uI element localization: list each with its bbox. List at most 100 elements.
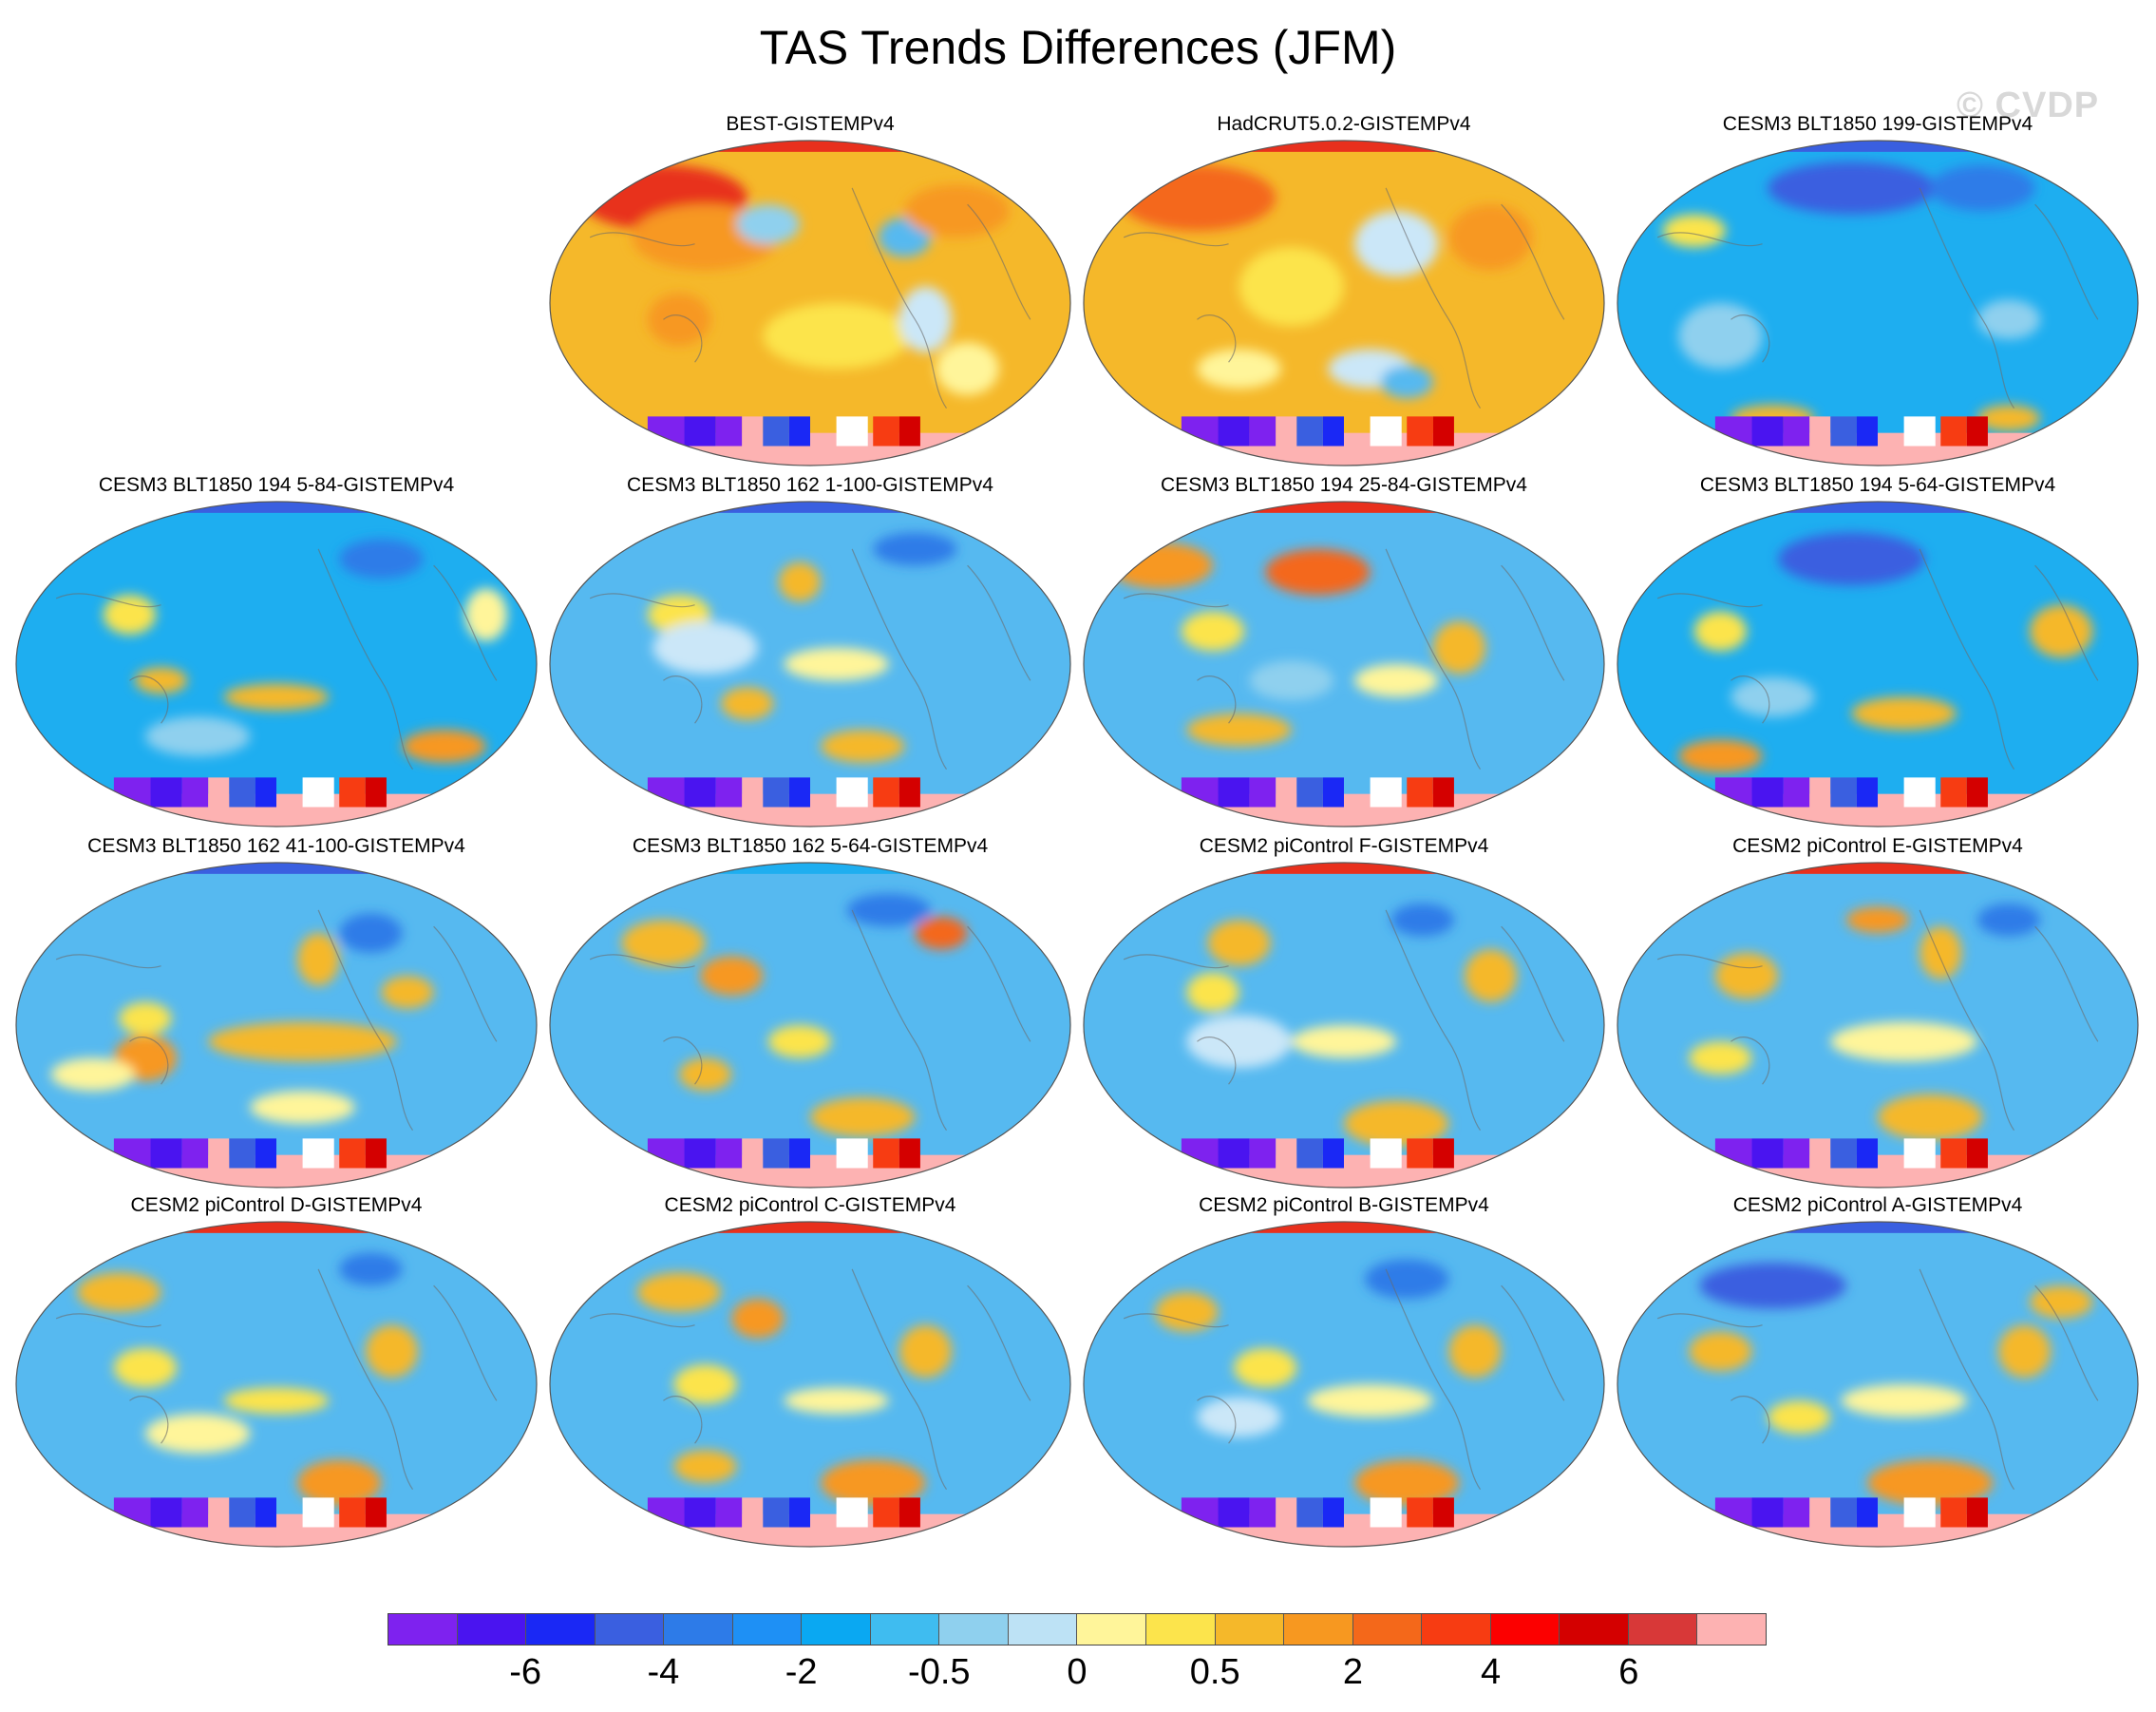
anomaly-blob: [365, 1324, 419, 1379]
antarctic-patch: [1783, 1497, 1810, 1528]
arctic-band: [181, 502, 371, 513]
antarctic-patch: [181, 1497, 209, 1528]
panel-title: CESM2 piControl F-GISTEMPv4: [1199, 835, 1489, 857]
anomaly-blob: [1768, 162, 1936, 215]
anomaly-blob: [1291, 1025, 1397, 1058]
colorbar-swatch: [1560, 1614, 1629, 1645]
colorbar-tick-label: 0.5: [1189, 1652, 1240, 1692]
antarctic-patch: [229, 1497, 255, 1528]
antarctic-patch: [1432, 1497, 1454, 1528]
antarctic-patch: [1407, 1138, 1433, 1169]
map-outline: [1083, 1221, 1605, 1548]
anomaly-blob: [145, 1414, 251, 1454]
robinson-map: [1617, 501, 2139, 827]
antarctic-band: [1617, 416, 2138, 466]
antarctic-patch: [1714, 1138, 1752, 1169]
anomaly-blob: [339, 1252, 403, 1286]
colorbar-swatch: [1422, 1614, 1491, 1645]
colorbar-tick-label: 6: [1618, 1652, 1639, 1692]
antarctic-patch: [684, 416, 716, 447]
antarctic-patch: [339, 1497, 366, 1528]
map-outline: [1083, 501, 1605, 827]
robinson-map: [1083, 862, 1605, 1189]
antarctic-patch: [1809, 777, 1831, 808]
antarctic-patch: [113, 1138, 151, 1169]
anomaly-blob: [145, 716, 251, 756]
antarctic-patch: [1370, 1497, 1402, 1528]
colorbar-swatch: [1352, 1614, 1423, 1645]
anomaly-blob: [700, 956, 764, 996]
map-outline: [1617, 501, 2139, 827]
arctic-band: [1783, 141, 1973, 152]
map-panel: CESM3 BLT1850 194 5-64-GISTEMPv4: [1611, 473, 2145, 830]
anomaly-blob: [134, 667, 188, 694]
antarctic-patch: [1966, 1497, 1988, 1528]
anomaly-blob: [1845, 906, 1910, 934]
antarctic-patch: [365, 1497, 387, 1528]
antarctic-patch: [763, 1138, 789, 1169]
antarctic-patch: [1751, 777, 1784, 808]
antarctic-patch: [898, 777, 920, 808]
antarctic-patch: [113, 777, 151, 808]
antarctic-patch: [684, 1497, 716, 1528]
antarctic-patch: [1830, 1497, 1857, 1528]
field-layer: [550, 863, 1070, 1188]
colorbar-swatch: [870, 1614, 940, 1645]
anomaly-blob: [1239, 247, 1344, 327]
anomaly-blob: [339, 913, 403, 953]
antarctic-patch: [365, 777, 387, 808]
anomaly-blob: [1678, 303, 1763, 370]
antarctic-patch: [684, 1138, 716, 1169]
antarctic-patch: [255, 777, 276, 808]
map-panel: CESM3 BLT1850 194 5-84-GISTEMPv4: [9, 473, 543, 830]
antarctic-band: [1084, 416, 1604, 466]
antarctic-patch: [1218, 1138, 1250, 1169]
anomaly-blob: [1365, 1259, 1449, 1300]
anomaly-blob: [1432, 621, 1486, 675]
map-panel: CESM2 piControl F-GISTEMPv4: [1077, 834, 1611, 1191]
coastline: [55, 909, 498, 1132]
anomaly-blob: [778, 561, 822, 602]
colorbar-swatch: [802, 1614, 871, 1645]
antarctic-patch: [1809, 416, 1831, 447]
field-layer: [16, 502, 537, 827]
arctic-band: [1249, 502, 1439, 513]
anomaly-blob: [621, 920, 706, 966]
anomaly-blob: [1699, 1262, 1846, 1309]
anomaly-blob: [821, 730, 905, 763]
antarctic-patch: [836, 1138, 868, 1169]
antarctic-patch: [1830, 416, 1857, 447]
antarctic-patch: [1856, 416, 1878, 447]
antarctic-patch: [836, 1497, 868, 1528]
colorbar: [388, 1613, 1767, 1645]
antarctic-patch: [1370, 777, 1402, 808]
anomaly-blob: [223, 1387, 330, 1415]
antarctic-patch: [742, 1497, 764, 1528]
anomaly-blob: [763, 303, 910, 370]
antarctic-patch: [1218, 777, 1250, 808]
map-panel: CESM2 piControl E-GISTEMPv4: [1611, 834, 2145, 1191]
map-outline: [1083, 140, 1605, 466]
base-field: [16, 502, 537, 827]
anomaly-blob: [1730, 676, 1815, 717]
colorbar-swatch: [1008, 1614, 1078, 1645]
antarctic-patch: [208, 1497, 230, 1528]
anomaly-blob: [208, 1021, 397, 1062]
robinson-map: [1617, 140, 2139, 466]
antarctic-patch: [1966, 777, 1988, 808]
base-field: [1084, 863, 1604, 1188]
anomaly-blob: [736, 204, 800, 244]
anomaly-blob: [1841, 1384, 1967, 1417]
antarctic-patch: [788, 1138, 810, 1169]
panel-title: CESM3 BLT1850 194 25-84-GISTEMPv4: [1161, 474, 1527, 496]
robinson-map: [1083, 501, 1605, 827]
antarctic-band: [550, 416, 1070, 466]
anomaly-blob: [873, 532, 957, 566]
coastline: [589, 909, 1031, 1132]
antarctic-patch: [742, 1138, 764, 1169]
antarctic-patch: [1809, 1138, 1831, 1169]
anomaly-blob: [1866, 1459, 1994, 1507]
antarctic-patch: [873, 1497, 899, 1528]
coastline: [589, 1268, 1031, 1491]
robinson-map: [1083, 140, 1605, 466]
